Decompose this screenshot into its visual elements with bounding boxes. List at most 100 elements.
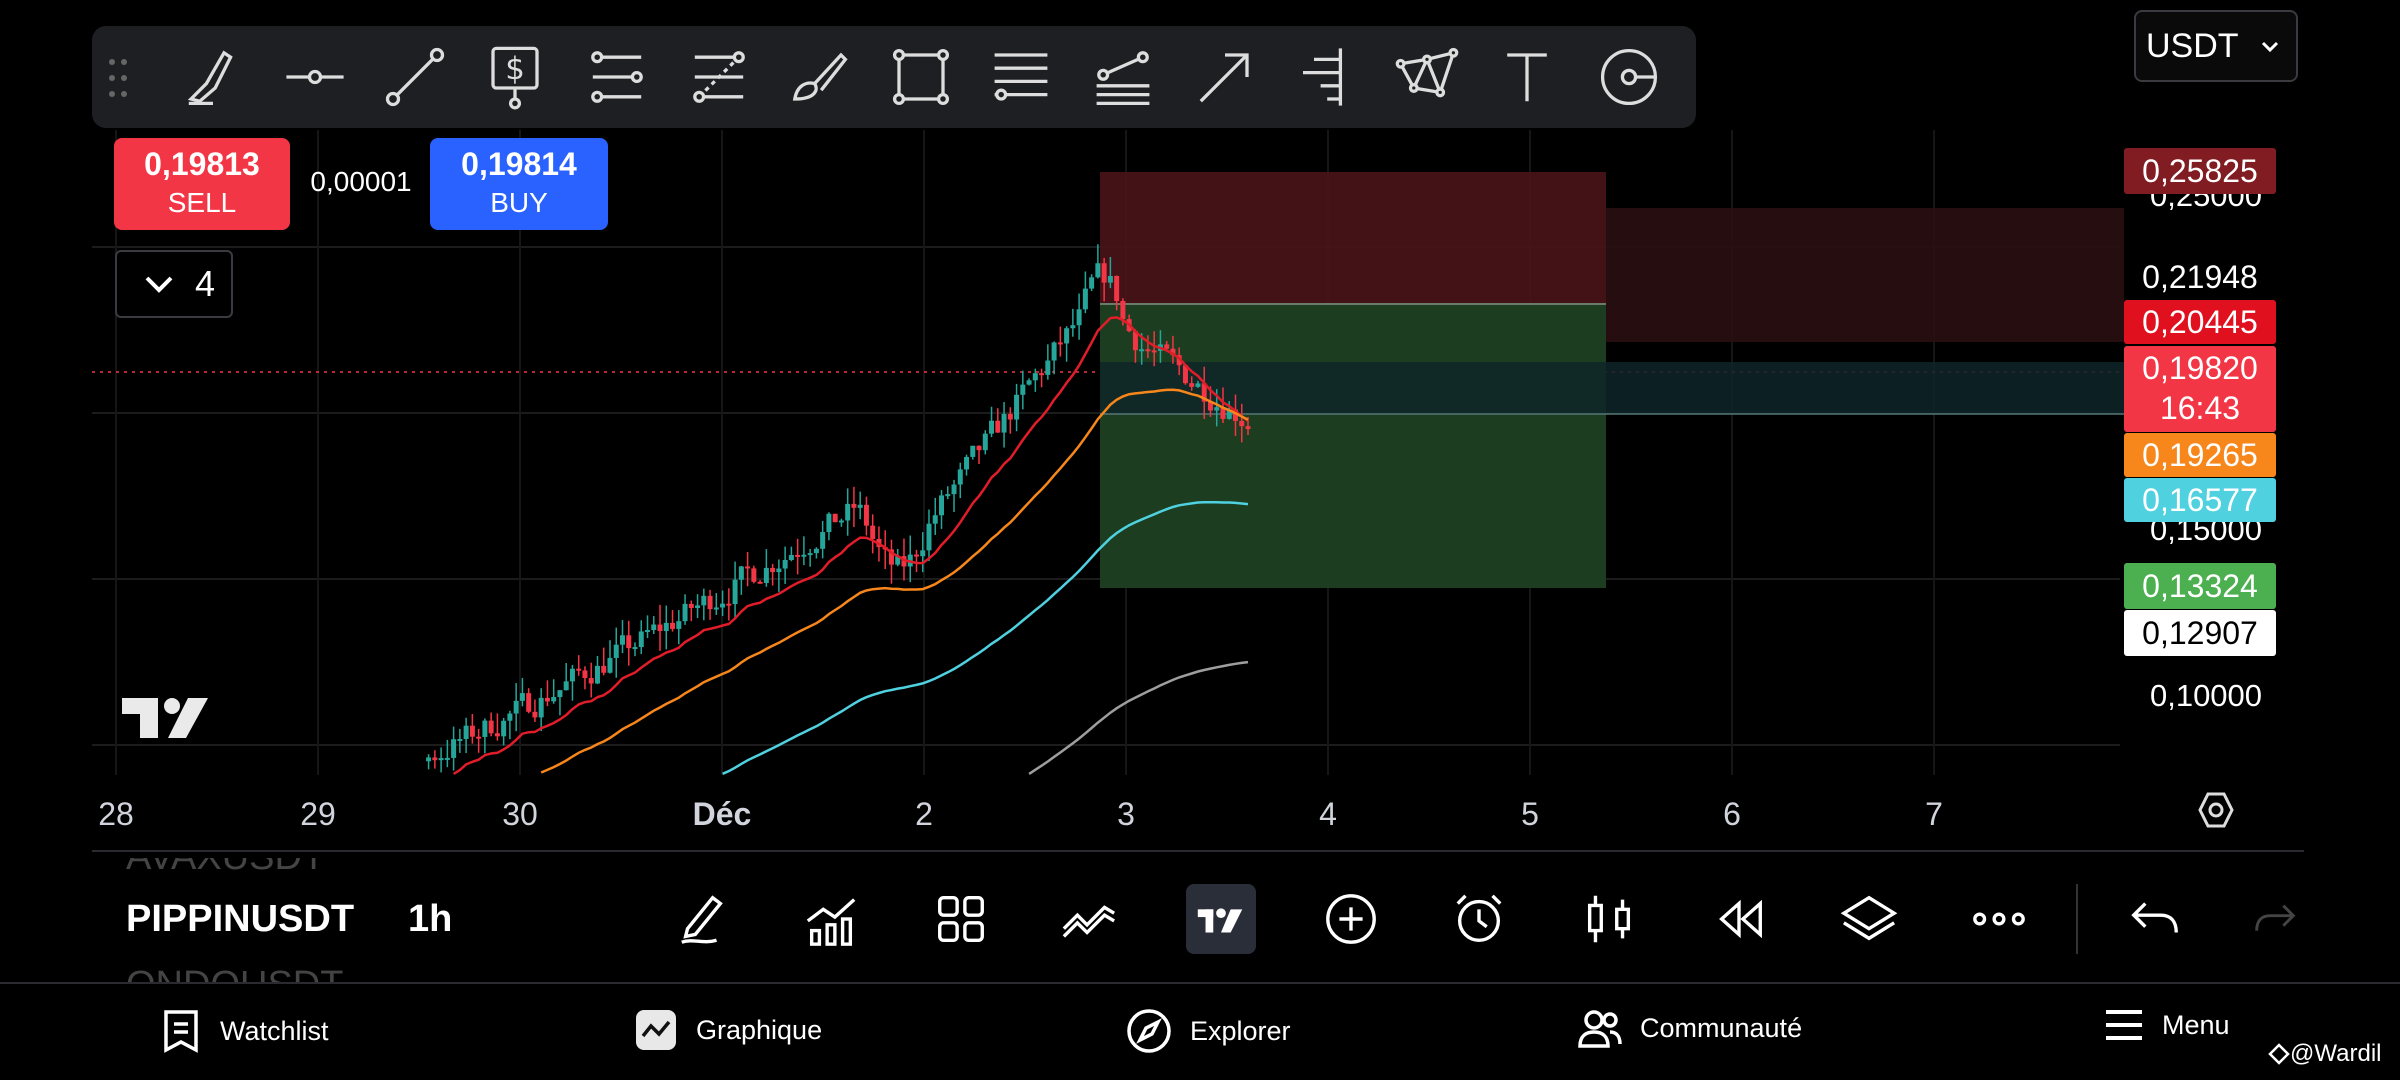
buy-button[interactable]: 0,19814 BUY <box>430 138 608 230</box>
candle-body <box>626 635 632 649</box>
spread-value: 0,00001 <box>310 166 412 197</box>
candle-body <box>795 554 801 557</box>
candles-icon[interactable] <box>1574 884 1644 954</box>
candle-body <box>670 622 676 629</box>
candle-body <box>1089 277 1095 289</box>
nav-menu[interactable]: Menu <box>2104 1008 2230 1042</box>
nav-communaute[interactable]: Communauté <box>1578 1008 1802 1048</box>
indicators-collapse-button[interactable]: 4 <box>115 250 233 318</box>
regression-icon[interactable] <box>1078 26 1168 128</box>
candle-body <box>607 657 613 673</box>
redo-icon[interactable] <box>2250 884 2300 954</box>
interval: 2h <box>408 964 451 1006</box>
candle-body <box>851 503 857 508</box>
candle-body <box>1132 331 1138 351</box>
nav-graphique[interactable]: Graphique <box>634 1008 822 1052</box>
indicators-icon[interactable] <box>796 884 866 954</box>
currency-select[interactable]: USDT <box>2134 10 2298 82</box>
candle-body <box>863 504 869 526</box>
nav-watchlist[interactable]: Watchlist <box>160 1008 329 1054</box>
compare-icon[interactable] <box>1054 884 1124 954</box>
layout-grid-icon[interactable] <box>926 884 996 954</box>
more-icon[interactable] <box>1964 884 2034 954</box>
candle-body <box>476 736 482 739</box>
pencil-icon[interactable] <box>668 884 738 954</box>
candle-body <box>701 595 707 606</box>
candle-body <box>945 494 951 497</box>
text-icon[interactable] <box>1482 26 1572 128</box>
candle-body <box>1051 342 1057 361</box>
candle-body <box>1101 263 1107 283</box>
price-label-icon[interactable]: $ <box>470 26 560 128</box>
candle-body <box>444 757 450 760</box>
indicator-count: 4 <box>195 263 216 304</box>
undo-icon[interactable] <box>2120 884 2190 954</box>
candle-body <box>976 445 982 451</box>
candle-body <box>1082 288 1088 310</box>
candle-body <box>895 556 901 565</box>
candle-body <box>651 624 657 631</box>
watermark: @Wardil <box>2268 1040 2381 1068</box>
candle-body <box>1076 309 1082 326</box>
candle-body <box>776 568 782 573</box>
candle-body <box>1026 380 1032 385</box>
logo-part <box>164 698 180 714</box>
tradingview-logo-icon[interactable] <box>1186 884 1256 954</box>
candle-body <box>1151 350 1157 353</box>
drag-handle-icon[interactable] <box>104 56 134 100</box>
watchlist-icon <box>164 1010 198 1053</box>
time-tick: 28 <box>98 796 134 832</box>
candle-body <box>1014 394 1020 420</box>
loss-zone <box>1100 172 1606 304</box>
channel-icon[interactable] <box>572 26 662 128</box>
rectangle-icon[interactable] <box>876 26 966 128</box>
add-icon[interactable] <box>1316 884 1386 954</box>
arrow-icon[interactable] <box>1180 26 1270 128</box>
price-tag-ema-orange: 0,19265 <box>2124 433 2276 477</box>
candle-body <box>557 690 563 698</box>
candle-body <box>1164 344 1170 349</box>
trend-line-icon[interactable] <box>370 26 460 128</box>
horizontal-line-icon[interactable] <box>270 26 360 128</box>
nav-explorer[interactable]: Explorer <box>1126 1008 1291 1054</box>
candle-body <box>932 515 938 524</box>
candle-body <box>1107 276 1113 283</box>
alarm-icon[interactable] <box>1444 884 1514 954</box>
lines-icon[interactable] <box>976 26 1066 128</box>
current-price: 0,19820 <box>2142 350 2258 386</box>
chevron-down-icon <box>2261 41 2278 53</box>
candle-body <box>676 621 682 629</box>
logo-part <box>168 698 208 738</box>
brush-icon[interactable] <box>168 26 258 128</box>
drawing-toolbar: $ <box>92 26 1696 128</box>
watchlist-row[interactable]: AVAXUSDT 45m <box>126 858 325 879</box>
price-tag-ema-red: 0,20445 <box>2124 300 2276 344</box>
chart-settings-icon[interactable] <box>2196 790 2236 830</box>
candle-body <box>826 513 832 533</box>
volume-profile-icon[interactable] <box>1280 26 1370 128</box>
candle-body <box>888 549 894 565</box>
candle-body <box>838 520 844 523</box>
watchlist-row-active[interactable]: PIPPINUSDT 1h <box>126 898 452 941</box>
buy-label: BUY <box>490 187 548 218</box>
pattern-icon[interactable] <box>1382 26 1472 128</box>
candle-body <box>501 720 507 737</box>
chevron-down-icon <box>145 276 173 293</box>
paint-brush-icon[interactable] <box>774 26 864 128</box>
eye-icon[interactable] <box>1584 26 1674 128</box>
replay-icon[interactable] <box>1704 884 1774 954</box>
watchlist-row[interactable]: ONDOUSDT 2h <box>126 964 343 983</box>
candle-body <box>513 700 519 714</box>
fib-icon[interactable] <box>674 26 764 128</box>
layers-icon[interactable] <box>1834 884 1904 954</box>
candle-body <box>695 605 701 608</box>
divider <box>2076 884 2078 954</box>
sell-button[interactable]: 0,19813 SELL <box>114 138 290 230</box>
candle-body <box>482 720 488 737</box>
price-chart[interactable] <box>0 0 2400 860</box>
price-tick: 0,10000 <box>2149 678 2263 713</box>
candle-body <box>1039 373 1045 376</box>
ema-red-line <box>452 316 1249 775</box>
candle-body <box>788 554 794 561</box>
candle-body <box>1214 407 1220 411</box>
